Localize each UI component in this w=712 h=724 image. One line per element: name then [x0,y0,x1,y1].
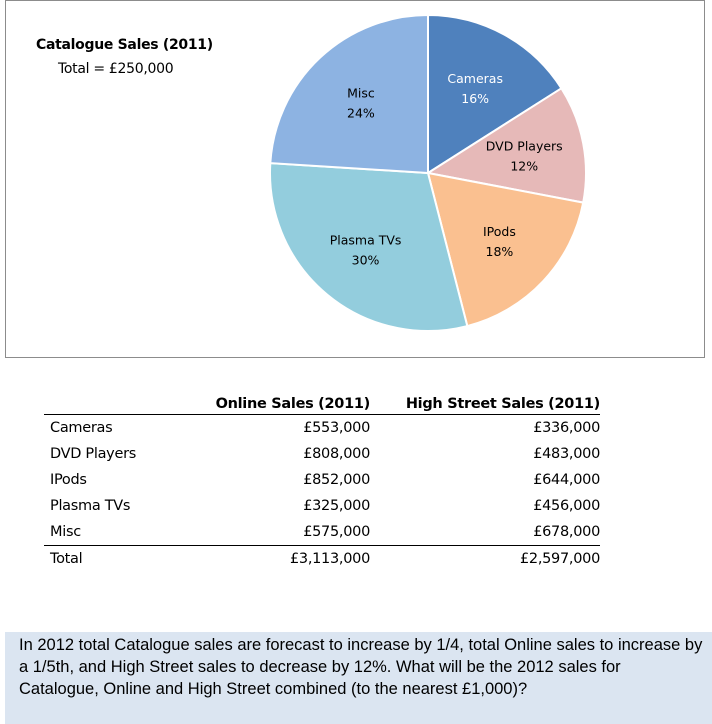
slice-label-cameras: Cameras [447,71,503,86]
total-high-street-value: £2,597,000 [370,545,600,572]
table-row: Misc £575,000 £678,000 [44,519,600,546]
row-high-street-value: £483,000 [533,446,600,462]
header-high-street-sales: High Street Sales (2011) [370,388,600,415]
slice-percent-plasma-tvs: 30% [352,252,380,267]
row-high-street-value: £456,000 [533,498,600,514]
total-online-value: £3,113,000 [200,545,370,572]
header-category [44,388,200,415]
chart-frame: Catalogue Sales (2011) Total = £250,000 … [5,0,705,358]
slice-label-ipods: IPods [483,224,516,239]
row-online-value: £575,000 [303,524,370,540]
row-online-value: £852,000 [303,472,370,488]
table-row: DVD Players £808,000 £483,000 [44,441,600,467]
row-high-street-value: £336,000 [533,420,600,436]
chart-subtitle: Total = £250,000 [58,61,174,77]
pie-slice-misc [269,13,429,175]
slice-label-misc: Misc [347,86,375,101]
table-total-row: Total £3,113,000 £2,597,000 [44,545,600,572]
row-high-street-value: £678,000 [533,524,600,540]
slice-label-dvd-players: DVD Players [486,139,563,154]
table-header-row: Online Sales (2011) High Street Sales (2… [44,388,600,415]
slice-percent-dvd-players: 12% [510,159,538,174]
pie-slice-ipods [426,171,585,328]
question-text: In 2012 total Catalogue sales are foreca… [19,636,703,698]
slice-percent-cameras: 16% [461,91,489,106]
slice-percent-ipods: 18% [486,244,514,259]
table-row: Cameras £553,000 £336,000 [44,415,600,442]
row-online-value: £553,000 [303,420,370,436]
sales-table: Online Sales (2011) High Street Sales (2… [44,388,600,572]
header-online-sales: Online Sales (2011) [200,388,370,415]
chart-title: Catalogue Sales (2011) [36,37,213,53]
pie-slice-dvd-players [425,86,587,204]
table-row: Plasma TVs £325,000 £456,000 [44,493,600,519]
pie-slice-plasma-tvs [269,162,469,332]
row-category: Cameras [50,420,113,436]
question-box: In 2012 total Catalogue sales are foreca… [5,632,712,724]
row-online-value: £325,000 [303,498,370,514]
row-category: Plasma TVs [50,498,131,514]
total-label: Total [44,545,200,572]
pie-slice-cameras [427,13,563,175]
pie-chart: Cameras 16% DVD Players 12% IPods 18% Plasma T… [269,13,587,332]
row-category: DVD Players [50,446,136,462]
row-category: Misc [50,524,81,540]
table-row: IPods £852,000 £644,000 [44,467,600,493]
row-online-value: £808,000 [303,446,370,462]
row-high-street-value: £644,000 [533,472,600,488]
slice-percent-misc: 24% [347,106,375,121]
row-category: IPods [50,472,87,488]
slice-label-plasma-tvs: Plasma TVs [330,232,402,247]
